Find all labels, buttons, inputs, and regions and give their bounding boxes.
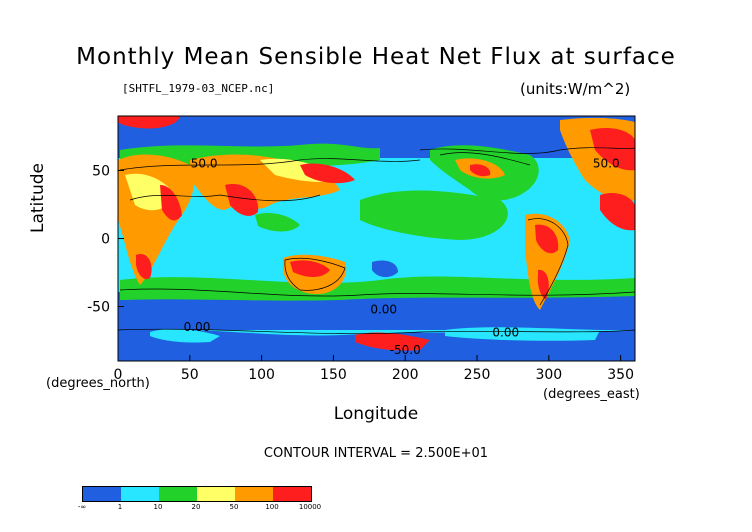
north-america-red [470,164,491,177]
south-green-band [120,276,635,301]
colorbar-label: 10000 [298,503,322,511]
colorbar-label: -∞ [77,503,87,511]
pacific-green-patch [360,190,508,240]
x-ticks: 0 50 100 150 200 250 300 350 [114,355,634,383]
y-tick-label: -50 [87,300,110,316]
colorbar [82,486,312,502]
colorbar-label: 10 [153,503,163,511]
colorbar-label: 50 [229,503,239,511]
maritime-continent [255,213,300,232]
colorbar-label: 1 [117,503,123,511]
y-tick-label: 0 [101,232,110,248]
x-tick-label: 300 [535,367,562,383]
x-tick-label: 350 [607,367,634,383]
colorbar-swatch [83,487,121,501]
x-tick-label: 100 [248,367,275,383]
x-tick-label: 250 [464,367,491,383]
colorbar-label: 100 [265,503,279,511]
x-tick-label: 200 [392,367,419,383]
y-tick-label: 50 [92,163,110,179]
y-axis-units-note: (degrees_north) [46,376,150,391]
contour-lines [118,147,635,335]
colorbar-swatch [273,487,311,501]
antarctic-east-cyan [445,327,600,341]
contour-label: 0.00 [184,320,211,334]
india-red [225,184,259,216]
x-axis-label: Longitude [333,404,419,424]
contour-label: -50.0 [390,343,421,357]
colorbar-label: 20 [191,503,201,511]
contour-label: 50.0 [191,157,218,171]
pacific-blue-patch [372,260,398,278]
x-tick-label: 150 [320,367,347,383]
colorbar-swatch [121,487,159,501]
contour-label: 50.0 [593,157,620,171]
east-asia-coast-red [600,193,635,231]
contour-label: 0.00 [370,302,397,316]
colorbar-swatch [159,487,197,501]
australia-red [290,260,330,277]
x-tick-label: 0 [114,367,123,383]
arctic-west-red [118,116,180,129]
x-axis-units-note: (degrees_east) [543,387,640,402]
y-ticks: 50 0 -50 [87,163,124,316]
contour-labels: 50.0 0.00 0.00 0.00 50.0 -50.0 [184,157,620,357]
east-asia-red [300,163,355,184]
contour-label: 0.00 [492,326,519,340]
units-label: (units:W/m^2) [520,80,631,98]
colorbar-swatch [197,487,235,501]
chart-subtitle: [SHTFL_1979-03_NCEP.nc] [122,82,275,95]
patagonia-red [537,269,549,300]
south-africa-red [136,254,152,280]
south-america-red [535,224,559,254]
x-tick-label: 50 [181,367,199,383]
chart-title: Monthly Mean Sensible Heat Net Flux at s… [76,44,676,70]
africa-red [160,185,182,221]
siberia-east-red [590,128,635,171]
colorbar-swatch [235,487,273,501]
antarctic-cyan-patch [150,329,220,343]
colorbar-labels: -∞ 1 10 20 50 100 10000 [78,503,321,515]
contour-interval-note: CONTOUR INTERVAL = 2.500E+01 [263,446,489,461]
map-field [118,116,635,361]
antarctic-red-patch [355,332,430,351]
